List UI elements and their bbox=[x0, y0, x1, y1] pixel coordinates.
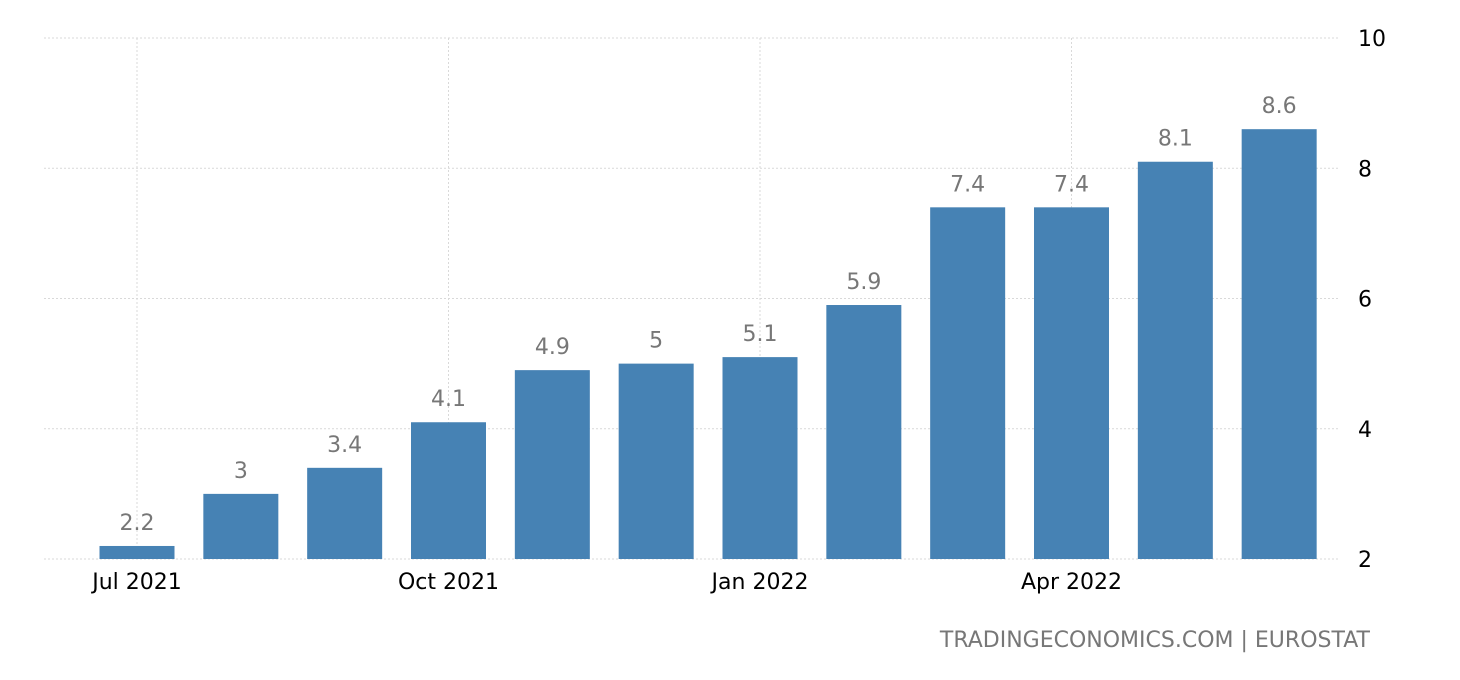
y-tick-label: 8 bbox=[1358, 157, 1372, 182]
y-tick-label: 4 bbox=[1358, 418, 1372, 443]
y-tick-label: 6 bbox=[1358, 288, 1372, 313]
data-label: 3.4 bbox=[327, 433, 362, 458]
source-attribution: TRADINGECONOMICS.COM | EUROSTAT bbox=[939, 628, 1370, 653]
bars-layer bbox=[99, 129, 1317, 560]
y-tick-label: 2 bbox=[1358, 548, 1372, 573]
data-label: 8.6 bbox=[1262, 94, 1297, 119]
x-tick-label: Apr 2022 bbox=[1021, 570, 1122, 595]
bar bbox=[722, 357, 798, 559]
bar bbox=[307, 467, 383, 559]
bar bbox=[1034, 207, 1109, 559]
y-tick-label: 10 bbox=[1358, 27, 1386, 52]
bar bbox=[99, 545, 175, 559]
bar bbox=[930, 207, 1006, 559]
data-label: 4.1 bbox=[431, 387, 466, 412]
data-label: 5.9 bbox=[846, 270, 881, 295]
bar bbox=[1241, 129, 1317, 560]
data-label: 5 bbox=[649, 329, 663, 354]
x-axis: Jul 2021 Oct 2021 Jan 2022 Apr 2022 bbox=[90, 570, 1122, 595]
x-tick-label: Jul 2021 bbox=[90, 570, 182, 595]
bar bbox=[1137, 161, 1213, 560]
bar bbox=[514, 370, 590, 559]
x-tick-label: Oct 2021 bbox=[398, 570, 499, 595]
data-label: 3 bbox=[234, 459, 248, 484]
data-label: 4.9 bbox=[535, 335, 570, 360]
data-label: 2.2 bbox=[120, 511, 155, 536]
data-label: 5.1 bbox=[743, 322, 778, 347]
bar bbox=[618, 363, 694, 559]
y-axis: 2 4 6 8 10 bbox=[1358, 27, 1386, 573]
x-tick-label: Jan 2022 bbox=[710, 570, 809, 595]
data-label: 8.1 bbox=[1158, 127, 1193, 152]
bar bbox=[411, 422, 486, 559]
bar bbox=[826, 305, 902, 559]
data-label: 7.4 bbox=[950, 172, 985, 197]
data-label: 7.4 bbox=[1054, 172, 1089, 197]
data-labels-layer: 2.2 3 3.4 4.1 4.9 5 5.1 5.9 7.4 7.4 8.1 8.6 bbox=[120, 94, 1297, 536]
bar bbox=[203, 493, 279, 559]
